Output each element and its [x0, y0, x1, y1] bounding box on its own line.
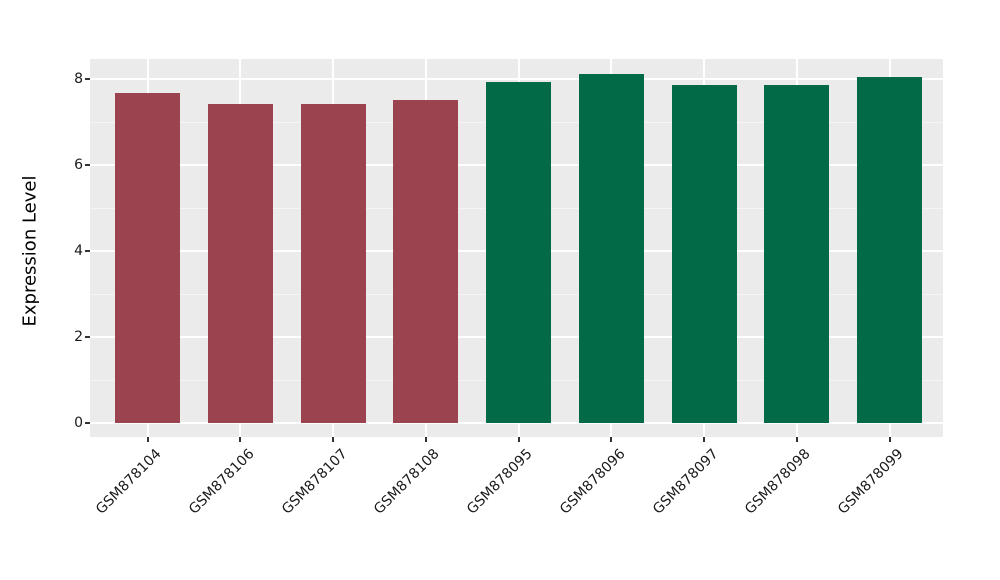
y-tick-label: 4 [74, 243, 83, 259]
y-tick-label: 0 [74, 415, 83, 431]
x-tick-mark [332, 437, 334, 442]
bar [764, 85, 830, 423]
y-tick-mark [85, 422, 90, 424]
y-tick-label: 8 [74, 71, 83, 87]
bar [857, 76, 922, 423]
x-tick-mark [517, 437, 520, 442]
x-tick-label: GSM878104 [93, 446, 165, 518]
bar [393, 100, 459, 423]
major-gridline [90, 78, 943, 80]
y-tick-mark [85, 164, 90, 166]
x-tick-label: GSM878107 [278, 446, 351, 518]
bar [115, 92, 180, 423]
y-tick-mark [85, 250, 90, 252]
x-tick-label: GSM878099 [835, 446, 907, 518]
x-tick-mark [424, 437, 427, 442]
x-tick-mark [795, 437, 798, 442]
x-tick-label: GSM878098 [742, 446, 815, 518]
bar [578, 73, 644, 423]
x-tick-label: GSM878096 [556, 446, 629, 518]
bar [486, 81, 551, 423]
x-tick-mark [703, 437, 705, 442]
x-tick-mark [888, 437, 891, 442]
x-tick-label: GSM878095 [464, 446, 536, 518]
y-tick-mark [85, 78, 90, 80]
x-tick-mark [610, 437, 613, 442]
y-tick-mark [85, 336, 90, 338]
y-tick-label: 2 [74, 329, 83, 345]
plot-panel [90, 59, 943, 437]
bar [300, 103, 366, 423]
y-axis-title: Expression Level [19, 175, 41, 327]
major-gridline [90, 422, 943, 424]
x-tick-mark [146, 437, 149, 442]
x-tick-label: GSM878097 [649, 446, 722, 518]
x-tick-mark [239, 437, 242, 442]
bar [671, 85, 737, 423]
bar [207, 103, 273, 423]
y-tick-label: 6 [74, 157, 83, 173]
x-tick-label: GSM878106 [185, 446, 258, 518]
x-tick-label: GSM878108 [371, 446, 444, 518]
